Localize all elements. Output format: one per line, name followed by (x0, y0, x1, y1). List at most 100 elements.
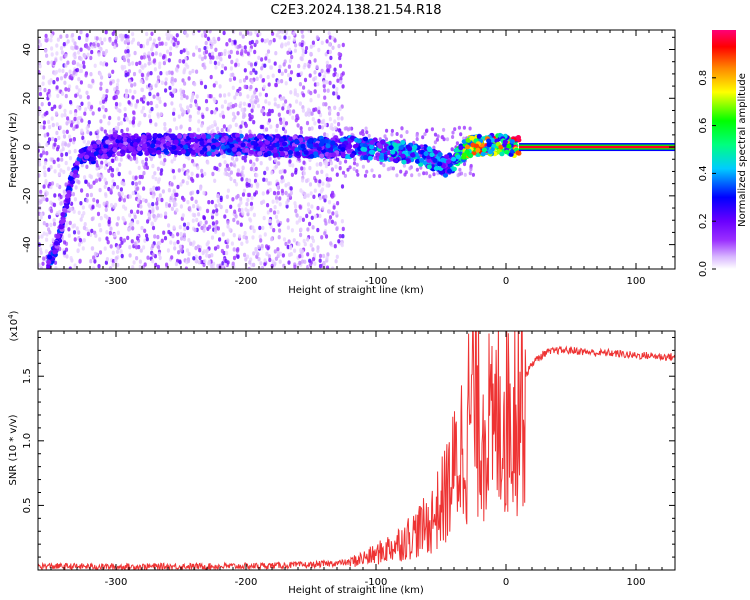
heatmap-cell (136, 209, 140, 214)
heatmap-cell (200, 56, 204, 62)
heatmap-cell (268, 187, 272, 193)
heatmap-cell (148, 91, 152, 97)
heatmap-cell (263, 63, 267, 68)
heatmap-cell (280, 30, 285, 35)
heatmap-cell (116, 216, 120, 221)
heatmap-cell (262, 111, 266, 117)
heatmap-cell (118, 102, 122, 107)
heatmap-cell (96, 129, 100, 134)
heatmap-cell (70, 45, 74, 50)
heatmap-cell (303, 150, 309, 155)
heatmap-cell (422, 171, 426, 176)
heatmap-cell (310, 235, 315, 240)
heatmap-cell (81, 135, 85, 141)
heatmap-cell (304, 111, 308, 117)
heatmap-cell (117, 116, 121, 121)
heatmap-cell (78, 238, 82, 243)
heatmap-cell (158, 64, 162, 70)
heatmap-cell (276, 181, 280, 187)
heatmap-cell (318, 141, 324, 147)
heatmap-cell (402, 163, 406, 168)
heatmap-cell (77, 230, 81, 235)
heatmap-cell (143, 165, 147, 170)
heatmap-cell (131, 190, 135, 196)
heatmap-cell (415, 167, 419, 172)
heatmap-cell (86, 95, 90, 100)
heatmap-cell (85, 164, 89, 169)
heatmap-cell (115, 222, 119, 227)
heatmap-cell (455, 141, 459, 146)
heatmap-cell (238, 234, 242, 239)
heatmap-cell (170, 70, 174, 76)
heatmap-cell (301, 217, 305, 222)
heatmap-cell (49, 208, 54, 214)
heatmap-cell (263, 170, 267, 176)
heatmap-cell (390, 128, 394, 133)
heatmap-cell (515, 150, 521, 156)
heatmap-cell (225, 163, 229, 168)
heatmap-cell (338, 128, 342, 133)
heatmap-cell (92, 180, 96, 185)
heatmap-cell (138, 60, 142, 66)
heatmap-cell (151, 206, 155, 211)
heatmap-cell (243, 158, 247, 163)
heatmap-cell (311, 117, 315, 122)
heatmap-cell (309, 44, 313, 49)
heatmap-cell (291, 115, 295, 120)
heatmap-cell (296, 93, 300, 98)
heatmap-cell (204, 33, 208, 38)
heatmap-cell (284, 121, 289, 126)
heatmap-cell (188, 117, 192, 123)
heatmap-cell (142, 245, 146, 250)
heatmap-cell (154, 176, 158, 182)
heatmap-cell (199, 220, 203, 225)
heatmap-cell (152, 185, 156, 190)
heatmap-cell (56, 157, 60, 162)
heatmap-cell (173, 241, 177, 246)
heatmap-cell (99, 81, 103, 87)
heatmap-cell (248, 149, 255, 155)
heatmap-cell (278, 137, 285, 143)
heatmap-cell (40, 102, 44, 107)
heatmap-cell (223, 214, 227, 219)
heatmap-cell (107, 161, 111, 166)
heatmap-cell (74, 185, 78, 190)
heatmap-cell (47, 119, 51, 125)
heatmap-cell (337, 122, 341, 127)
heatmap-cell (272, 210, 277, 215)
heatmap-cell (158, 52, 162, 57)
heatmap-cell (126, 154, 130, 159)
snr-series-line (38, 331, 675, 570)
heatmap-cell (309, 90, 313, 96)
heatmap-cell (119, 236, 123, 242)
heatmap-cell (408, 166, 412, 171)
heatmap-cell (89, 192, 93, 198)
heatmap-cell (252, 68, 256, 73)
heatmap-cell (267, 58, 271, 64)
colorbar-ticks: 0.00.20.40.60.8 (698, 70, 716, 277)
heatmap-cell (201, 114, 205, 120)
heatmap-cell (468, 126, 472, 131)
heatmap-cell (240, 142, 246, 148)
heatmap-cell (61, 142, 65, 147)
heatmap-cell (179, 106, 184, 112)
heatmap-cell (461, 152, 467, 158)
heatmap-cell (339, 137, 345, 143)
heatmap-cell (286, 41, 291, 46)
heatmap-cell (194, 199, 198, 204)
heatmap-cell (59, 34, 63, 39)
heatmap-cell (260, 38, 264, 43)
heatmap-cell (301, 34, 305, 39)
heatmap-cell (312, 252, 317, 258)
x-tick-label: -200 (235, 577, 258, 588)
heatmap-cell (101, 99, 106, 104)
heatmap-cell (118, 33, 122, 39)
heatmap-cell (455, 154, 461, 160)
heatmap-cell (179, 204, 183, 209)
heatmap-cell (146, 134, 152, 140)
heatmap-cell (217, 61, 221, 66)
heatmap-cell (104, 159, 108, 165)
heatmap-cell (44, 249, 49, 254)
x-tick-label: 100 (626, 577, 645, 588)
heatmap-cell (282, 237, 287, 242)
